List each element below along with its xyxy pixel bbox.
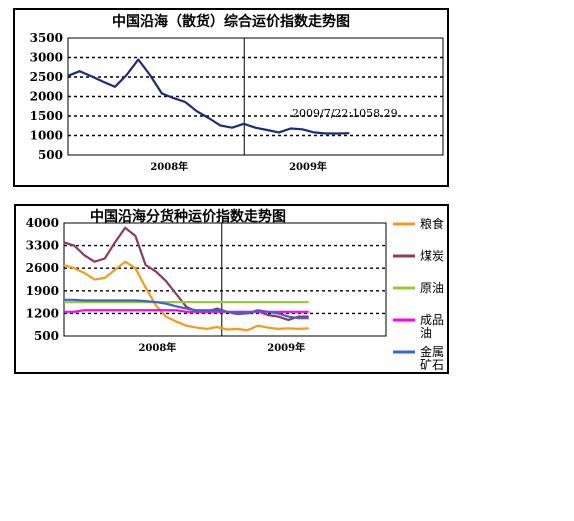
x-tick-label: 2008年 [150,160,188,173]
series-line-煤炭 [63,226,309,321]
y-tick-label: 1000 [30,129,63,143]
latest-value-annotation: 2009/7/22:1058.29 [292,107,398,120]
legend-label: 煤炭 [420,249,444,263]
series-line-粮食 [63,260,309,332]
legend-label: 成品油 [420,313,444,340]
y-tick-label: 2500 [30,70,63,84]
series-line-series-0 [67,58,350,135]
y-tick-label: 3500 [30,31,63,45]
y-tick-label: 1500 [30,109,63,123]
y-tick-label: 2000 [30,90,63,104]
x-tick-label: 2009年 [289,160,327,173]
y-tick-label: 2600 [26,261,59,275]
plot-frame [63,222,387,337]
legend-label: 粮食 [420,216,444,231]
commodity-index-chart: 中国沿海分货种运价指数走势图 4000 3300 2600 1900 1200 500 2… [26,208,444,372]
y-tick-label: 3000 [30,51,63,65]
y-tick-label: 1900 [26,284,59,298]
legend-label: 原油 [420,281,444,295]
commodity-index-chart-panel: 中国沿海分货种运价指数走势图 4000 3300 2600 1900 1200 500 2… [14,204,449,374]
chart-title: 中国沿海（散货）综合运价指数走势图 [112,13,350,30]
composite-index-chart-panel: 中国沿海（散货）综合运价指数走势图 3500 3000 2500 2000 1500 10… [13,8,449,187]
y-tick-label: 500 [38,148,63,162]
legend-label: 金属矿石 [420,344,444,372]
y-tick-label: 3300 [26,239,59,253]
y-tick-label: 1200 [26,306,59,320]
plot-frame [67,37,444,156]
y-tick-label: 4000 [26,216,59,230]
composite-index-chart: 中国沿海（散货）综合运价指数走势图 3500 3000 2500 2000 1500 10… [30,13,444,173]
chart-title: 中国沿海分货种运价指数走势图 [90,208,286,225]
y-tick-label: 500 [34,329,59,343]
series-line-金属矿石 [64,298,309,320]
x-tick-label: 2009年 [267,341,305,354]
x-tick-label: 2008年 [138,341,176,354]
